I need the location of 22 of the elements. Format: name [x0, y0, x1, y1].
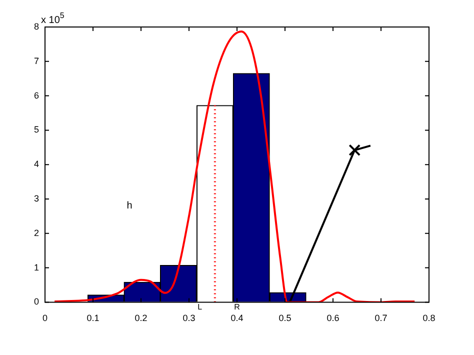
y-tick-label: 2	[34, 228, 40, 238]
y-tick-label: 7	[34, 56, 40, 66]
y-tick-label: 6	[34, 90, 40, 100]
x-tick-label: 0.2	[134, 313, 148, 324]
x-tick-label: 0.6	[326, 313, 340, 324]
annotation: h	[126, 200, 132, 212]
x-tick-label: 0.4	[230, 313, 244, 324]
x-tick-label: 0.8	[422, 313, 436, 324]
x-tick-label: 0.3	[182, 313, 196, 324]
y-tick-label: 8	[34, 21, 40, 32]
line-series	[54, 30, 416, 302]
x-tick-label: 0.5	[278, 313, 292, 324]
y-tick-label: 0	[34, 296, 40, 307]
x-tick-label: 0.1	[86, 313, 100, 324]
annotation: L	[198, 302, 203, 312]
y-tick-label: 4	[34, 159, 40, 170]
annotation: R	[234, 302, 240, 312]
y-tick-label: 3	[34, 193, 40, 204]
x-tick-label: 0.7	[374, 313, 388, 324]
y-tick-label: 1	[34, 262, 40, 272]
x-tick-label: 0	[42, 313, 48, 324]
y-tick-label: 5	[34, 124, 40, 135]
